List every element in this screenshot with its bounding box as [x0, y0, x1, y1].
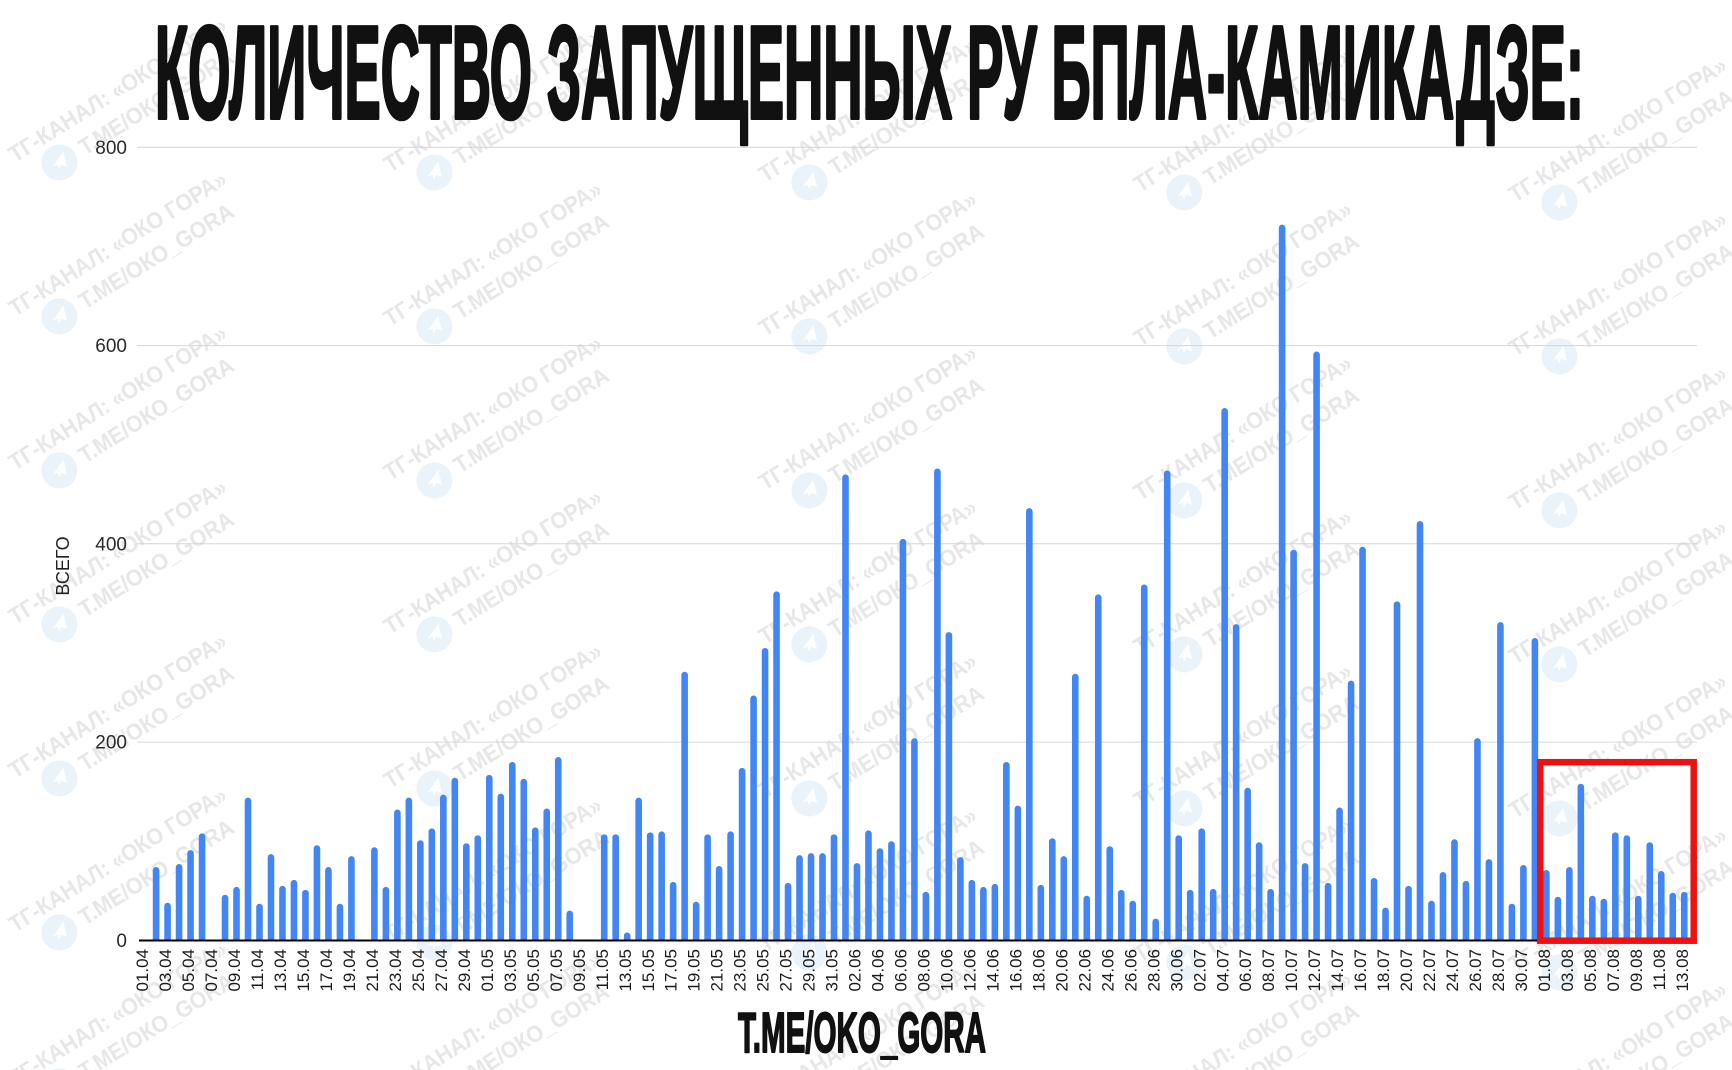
svg-text:02.07: 02.07: [1190, 949, 1209, 992]
svg-text:01.04: 01.04: [133, 949, 152, 992]
svg-text:03.04: 03.04: [156, 949, 175, 992]
svg-text:14.06: 14.06: [983, 949, 1002, 992]
svg-text:10.07: 10.07: [1282, 949, 1301, 992]
svg-text:07.08: 07.08: [1604, 949, 1623, 992]
svg-text:21.05: 21.05: [708, 949, 727, 992]
svg-text:12.06: 12.06: [960, 949, 979, 992]
svg-text:09.08: 09.08: [1627, 949, 1646, 992]
svg-text:18.07: 18.07: [1374, 949, 1393, 992]
svg-text:T.ME/OKO_GORA: T.ME/OKO_GORA: [738, 1001, 986, 1065]
svg-text:19.05: 19.05: [685, 949, 704, 992]
svg-text:31.05: 31.05: [823, 949, 842, 992]
svg-text:15.04: 15.04: [294, 949, 313, 992]
svg-text:11.04: 11.04: [248, 949, 267, 990]
svg-text:06.07: 06.07: [1236, 949, 1255, 992]
svg-text:ВСЕГО: ВСЕГО: [53, 536, 73, 595]
svg-text:18.06: 18.06: [1029, 949, 1048, 992]
svg-text:17.05: 17.05: [662, 949, 681, 992]
svg-text:16.06: 16.06: [1006, 949, 1025, 992]
svg-text:14.07: 14.07: [1328, 949, 1347, 992]
svg-text:06.06: 06.06: [892, 949, 911, 992]
svg-text:0: 0: [116, 931, 127, 952]
svg-text:04.07: 04.07: [1213, 949, 1232, 992]
svg-text:27.05: 27.05: [777, 949, 796, 992]
svg-text:03.05: 03.05: [501, 949, 520, 992]
svg-text:01.05: 01.05: [478, 949, 497, 992]
svg-text:24.06: 24.06: [1098, 949, 1117, 992]
svg-text:800: 800: [95, 138, 127, 159]
svg-text:04.06: 04.06: [869, 949, 888, 992]
svg-text:24.07: 24.07: [1443, 949, 1462, 992]
svg-text:26.07: 26.07: [1466, 949, 1485, 992]
svg-text:05.05: 05.05: [524, 949, 543, 992]
svg-text:30.07: 30.07: [1512, 949, 1531, 992]
svg-text:29.05: 29.05: [800, 949, 819, 992]
svg-text:17.04: 17.04: [317, 949, 336, 992]
svg-text:11.08: 11.08: [1650, 949, 1669, 990]
svg-text:23.04: 23.04: [386, 949, 405, 992]
svg-text:23.05: 23.05: [731, 949, 750, 992]
svg-text:03.08: 03.08: [1558, 949, 1577, 992]
svg-text:29.04: 29.04: [455, 949, 474, 992]
svg-text:28.06: 28.06: [1144, 949, 1163, 992]
svg-text:26.06: 26.06: [1121, 949, 1140, 992]
svg-text:02.06: 02.06: [846, 949, 865, 992]
svg-text:07.04: 07.04: [202, 949, 221, 992]
svg-text:27.04: 27.04: [432, 949, 451, 992]
svg-text:07.05: 07.05: [547, 949, 566, 992]
svg-text:25.05: 25.05: [754, 949, 773, 992]
svg-text:600: 600: [95, 336, 127, 357]
svg-text:20.06: 20.06: [1052, 949, 1071, 992]
svg-text:400: 400: [95, 534, 127, 555]
svg-text:13.08: 13.08: [1673, 949, 1692, 992]
svg-text:КОЛИЧЕСТВО ЗАПУЩЕННЫХ РУ БПЛА-: КОЛИЧЕСТВО ЗАПУЩЕННЫХ РУ БПЛА-КАМИКАДЗЕ:: [155, 0, 1584, 146]
svg-text:09.05: 09.05: [570, 949, 589, 992]
svg-text:28.07: 28.07: [1489, 949, 1508, 992]
svg-text:21.04: 21.04: [363, 949, 382, 992]
svg-text:09.04: 09.04: [225, 949, 244, 992]
svg-text:01.08: 01.08: [1535, 949, 1554, 992]
svg-text:12.07: 12.07: [1305, 949, 1324, 992]
svg-text:10.06: 10.06: [938, 949, 957, 992]
svg-text:08.06: 08.06: [915, 949, 934, 992]
svg-text:22.07: 22.07: [1420, 949, 1439, 992]
svg-text:11.05: 11.05: [593, 949, 612, 990]
svg-text:13.04: 13.04: [271, 949, 290, 992]
svg-text:15.05: 15.05: [639, 949, 658, 992]
svg-text:16.07: 16.07: [1351, 949, 1370, 992]
svg-text:05.04: 05.04: [179, 949, 198, 992]
svg-text:05.08: 05.08: [1581, 949, 1600, 992]
svg-text:08.07: 08.07: [1259, 949, 1278, 992]
svg-text:25.04: 25.04: [409, 949, 428, 992]
svg-text:19.04: 19.04: [340, 949, 359, 992]
svg-text:30.06: 30.06: [1167, 949, 1186, 992]
svg-text:13.05: 13.05: [616, 949, 635, 992]
svg-text:20.07: 20.07: [1397, 949, 1416, 992]
svg-text:200: 200: [95, 733, 127, 754]
svg-text:22.06: 22.06: [1075, 949, 1094, 992]
